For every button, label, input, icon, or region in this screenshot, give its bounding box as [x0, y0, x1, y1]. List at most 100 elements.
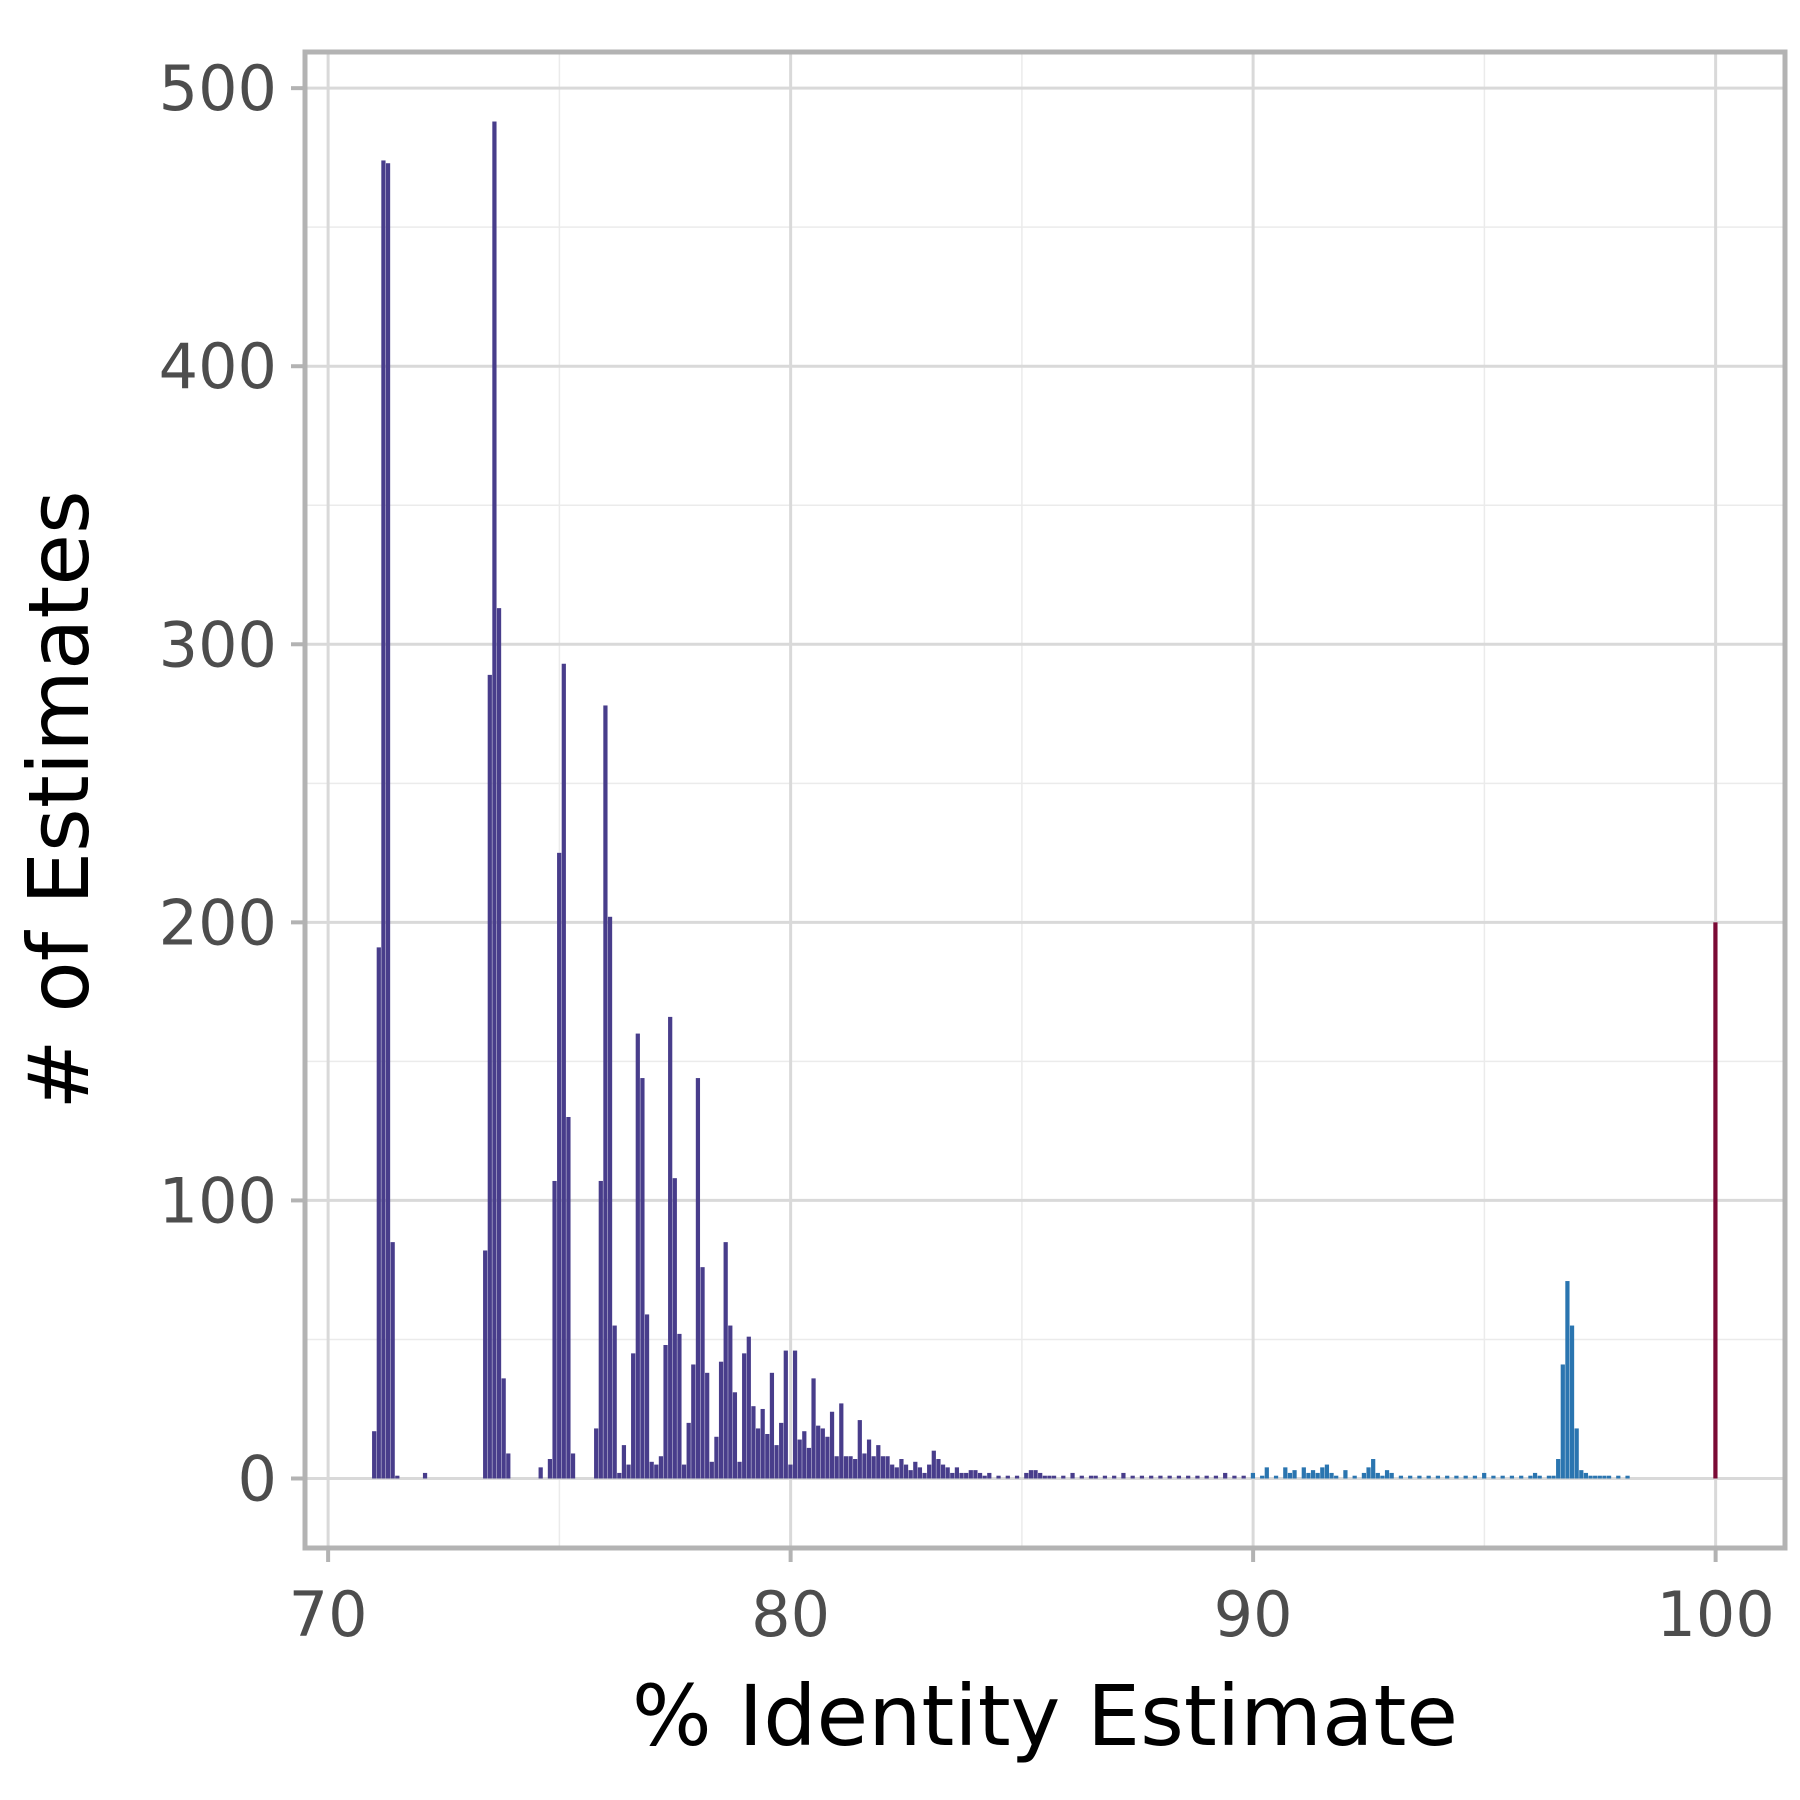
histogram-bar — [1366, 1467, 1371, 1479]
histogram-bar — [894, 1467, 899, 1479]
histogram-bar — [1264, 1467, 1269, 1479]
histogram-bar — [1079, 1475, 1084, 1479]
histogram-bar — [668, 1016, 673, 1479]
histogram-bar — [959, 1472, 964, 1479]
histogram-bar — [723, 1242, 728, 1479]
histogram-bar — [1112, 1475, 1117, 1479]
histogram-bar — [1384, 1470, 1390, 1479]
histogram-bar — [385, 163, 391, 1479]
histogram-bar — [1139, 1475, 1145, 1479]
histogram-bar — [940, 1464, 946, 1479]
histogram-bar — [1301, 1467, 1306, 1479]
histogram-bar — [1260, 1475, 1265, 1479]
histogram-bar — [1014, 1475, 1020, 1479]
histogram-bar — [1556, 1459, 1561, 1479]
histogram-bar — [1375, 1472, 1380, 1479]
histogram-bar — [1371, 1459, 1376, 1479]
histogram-bar — [746, 1336, 751, 1479]
histogram-bar — [492, 121, 497, 1479]
histogram-bar — [1361, 1472, 1367, 1479]
histogram-bar — [672, 1178, 677, 1479]
histogram-bar — [487, 674, 492, 1479]
major-gridlines — [305, 52, 1785, 1548]
histogram-bar — [395, 1475, 400, 1479]
histogram-bar — [1560, 1364, 1565, 1479]
y-tick-label: 200 — [159, 886, 277, 959]
histogram-bar — [1283, 1467, 1288, 1479]
histogram-bar — [755, 1428, 761, 1479]
histogram-bar — [792, 1350, 798, 1479]
plot-panel-border — [302, 49, 1788, 1551]
histogram-bar — [561, 663, 566, 1479]
histogram-bar — [880, 1456, 886, 1479]
histogram-bar — [779, 1422, 784, 1479]
x-tick-label: 100 — [1656, 1578, 1774, 1651]
histogram-bar — [917, 1467, 923, 1479]
histogram-bar — [1408, 1475, 1413, 1479]
y-tick-label: 0 — [238, 1442, 277, 1515]
histogram-bar — [1102, 1475, 1108, 1479]
histogram-bar — [1597, 1475, 1602, 1479]
x-tick-label: 90 — [1214, 1578, 1293, 1651]
histogram-bar — [663, 1345, 668, 1479]
histogram-bar — [617, 1472, 622, 1479]
histogram-bar — [422, 1472, 428, 1479]
histogram-bar — [1292, 1470, 1297, 1479]
y-tick-label: 100 — [159, 1164, 277, 1237]
histogram-bar — [1149, 1475, 1154, 1479]
histogram-bar — [607, 916, 613, 1479]
x-axis-tick-labels: 70 80 90 100 — [289, 1578, 1775, 1651]
histogram-bar — [483, 1250, 488, 1479]
histogram-bar — [848, 1456, 853, 1479]
histogram-bar — [1070, 1472, 1075, 1479]
y-tick-label: 400 — [159, 330, 277, 403]
histogram-bar — [903, 1464, 909, 1479]
histogram-bar — [783, 1350, 788, 1479]
histogram-bar — [1047, 1475, 1052, 1479]
histogram-bar — [1042, 1475, 1047, 1479]
histogram-bar — [1380, 1475, 1385, 1479]
histogram-bar — [857, 1420, 862, 1479]
histogram-bar — [598, 1180, 603, 1479]
histogram-bar — [1583, 1472, 1589, 1479]
histogram-bar — [987, 1472, 992, 1479]
histogram-bar — [1061, 1475, 1066, 1479]
histogram-bar — [1551, 1475, 1556, 1479]
histogram-bar — [594, 1428, 599, 1479]
histogram-bar — [922, 1472, 927, 1479]
histogram-bar — [1445, 1475, 1450, 1479]
histogram-bar — [1028, 1470, 1034, 1479]
histogram-bar — [691, 1364, 696, 1479]
histogram-bar — [566, 1116, 571, 1479]
histogram-bar — [1509, 1475, 1515, 1479]
histogram-bar — [977, 1472, 983, 1479]
histogram-bar — [885, 1456, 890, 1479]
histogram-bar — [506, 1453, 511, 1479]
histogram-bar — [1389, 1472, 1394, 1479]
histogram-bar — [1250, 1472, 1256, 1479]
histogram-bar — [765, 1433, 770, 1479]
histogram-bar — [649, 1461, 654, 1479]
histogram-bar — [1024, 1472, 1029, 1479]
histogram-bar — [372, 1431, 377, 1479]
histogram-bar — [1417, 1475, 1422, 1479]
histogram-bar — [806, 1447, 812, 1479]
histogram-bar — [1343, 1470, 1348, 1479]
histogram-bar — [931, 1450, 936, 1479]
histogram-bar — [718, 1361, 724, 1479]
histogram-bar — [644, 1314, 650, 1479]
histogram-bar — [1491, 1475, 1496, 1479]
histogram-bar — [899, 1459, 904, 1479]
histogram-bar — [760, 1408, 765, 1479]
histogram-bar — [1537, 1475, 1542, 1479]
histogram-bar — [557, 852, 562, 1479]
minor-gridlines — [305, 52, 1785, 1548]
histogram-bar — [381, 160, 386, 1479]
histogram-bar — [1625, 1475, 1630, 1479]
histogram-bar — [774, 1445, 779, 1479]
x-axis-title: % Identity Estimate — [632, 1667, 1458, 1765]
histogram-bar — [1546, 1475, 1552, 1479]
histogram-bar — [1588, 1475, 1593, 1479]
histogram-bar — [913, 1461, 918, 1479]
histogram-bar — [820, 1428, 825, 1479]
